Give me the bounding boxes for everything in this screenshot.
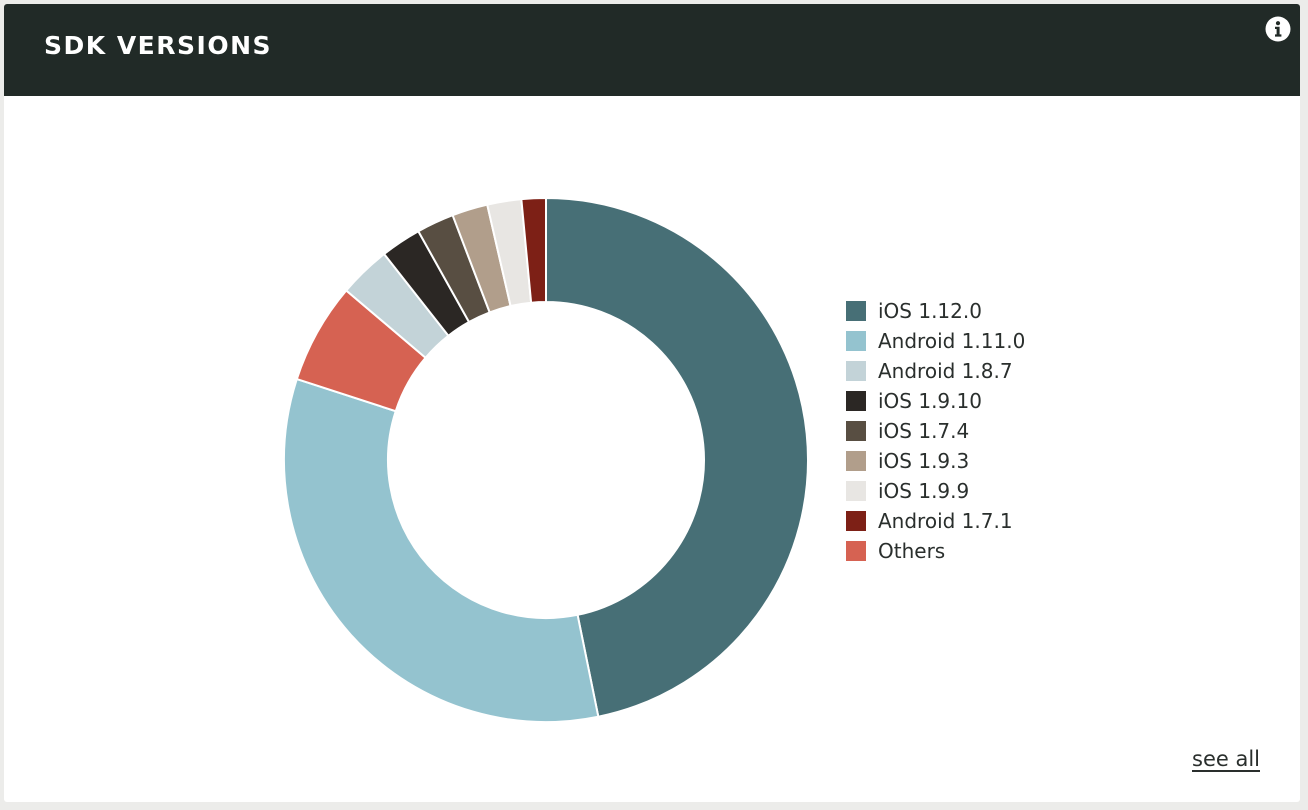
card-title: SDK VERSIONS	[44, 31, 272, 60]
legend-item-ios-1-7-4[interactable]: iOS 1.7.4	[846, 416, 1025, 446]
legend-item-ios-1-9-9[interactable]: iOS 1.9.9	[846, 476, 1025, 506]
legend-item-android-1-8-7[interactable]: Android 1.8.7	[846, 356, 1025, 386]
legend-swatch	[846, 511, 866, 531]
legend-label: Android 1.11.0	[878, 329, 1026, 353]
legend-label: iOS 1.7.4	[878, 419, 970, 443]
legend-label: iOS 1.9.9	[878, 479, 970, 503]
legend-swatch	[846, 481, 866, 501]
legend-swatch	[846, 421, 866, 441]
legend-label: iOS 1.9.10	[878, 389, 982, 413]
sdk-versions-card: SDK VERSIONS iOS 1.12.0 Android 1.11.0 And…	[4, 4, 1300, 802]
legend-item-ios-1-12-0[interactable]: iOS 1.12.0	[846, 296, 1025, 326]
slice-android-1-11-0[interactable]	[283, 378, 600, 723]
legend-swatch	[846, 361, 866, 381]
legend-swatch	[846, 331, 866, 351]
legend-swatch	[846, 391, 866, 411]
legend-item-android-1-7-1[interactable]: Android 1.7.1	[846, 506, 1025, 536]
legend-label: Others	[878, 539, 946, 563]
legend-swatch	[846, 451, 866, 471]
legend-label: iOS 1.9.3	[878, 449, 970, 473]
legend-label: iOS 1.12.0	[878, 299, 982, 323]
info-icon[interactable]	[1265, 16, 1291, 42]
slice-ios-1-12-0[interactable]	[545, 197, 809, 718]
legend-item-android-1-11-0[interactable]: Android 1.11.0	[846, 326, 1025, 356]
legend-item-ios-1-9-3[interactable]: iOS 1.9.3	[846, 446, 1025, 476]
donut-chart	[283, 197, 809, 723]
see-all-link[interactable]: see all	[1192, 747, 1260, 771]
legend-item-ios-1-9-10[interactable]: iOS 1.9.10	[846, 386, 1025, 416]
card-header: SDK VERSIONS	[4, 4, 1300, 96]
legend-swatch	[846, 301, 866, 321]
legend-swatch	[846, 541, 866, 561]
legend-label: Android 1.8.7	[878, 359, 1013, 383]
chart-legend: iOS 1.12.0 Android 1.11.0 Android 1.8.7 iOS…	[846, 296, 1025, 566]
slice-android-1-7-1[interactable]	[520, 197, 547, 304]
legend-item-others[interactable]: Others	[846, 536, 1025, 566]
legend-label: Android 1.7.1	[878, 509, 1013, 533]
